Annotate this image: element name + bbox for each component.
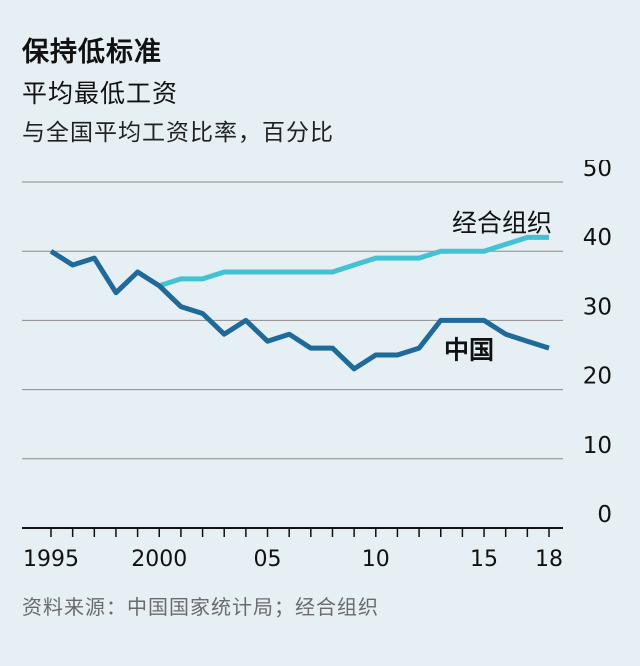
chart-subtitle: 平均最低工资 [22,79,179,108]
y-tick-label: 40 [583,225,612,251]
y-tick-label: 0 [597,502,612,528]
chart-unit-label: 与全国平均工资比率，百分比 [22,120,334,146]
x-tick-label: 10 [362,547,390,572]
y-tick-label: 20 [583,364,612,390]
source-note: 资料来源：中国国家统计局；经合组织 [22,595,379,619]
y-tick-label: 30 [583,294,612,320]
y-tick-label: 50 [583,160,612,182]
series-label-china: 中国 [444,335,494,364]
series-line-china [49,249,550,372]
x-tick-label: 05 [254,547,282,572]
series-line-oecd [158,234,549,289]
x-tick-label: 18 [535,547,563,572]
series-label-oecd: 经合组织 [452,208,552,237]
x-tick-label: 15 [470,547,498,572]
x-tick-label: 2000 [131,547,187,572]
chart-title: 保持低标准 [22,37,162,68]
y-tick-label: 10 [583,433,612,459]
x-tick-label: 1995 [23,547,79,572]
